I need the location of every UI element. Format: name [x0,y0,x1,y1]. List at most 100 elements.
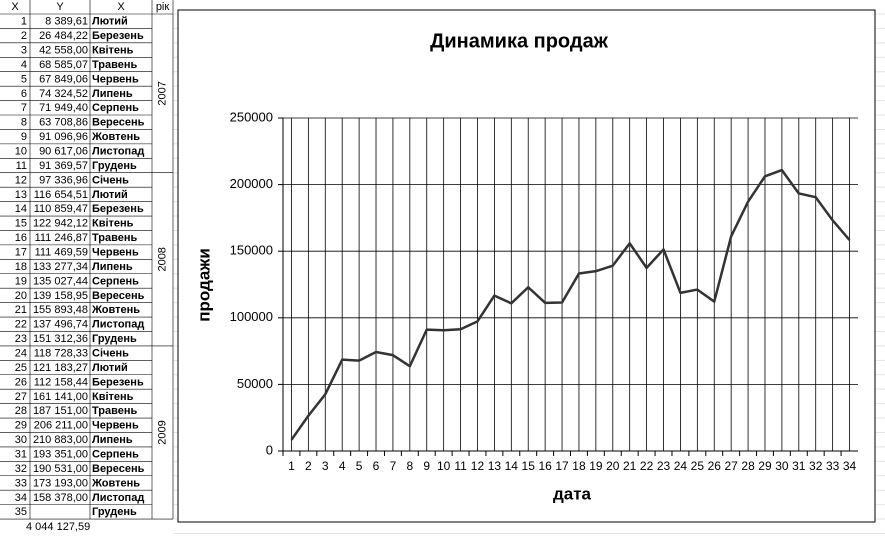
month-name: Червень [92,420,139,432]
sales-value: 135 027,44 [33,275,88,287]
chart: Динамика продаж продажи дата 0 50000 10000… [194,30,858,503]
row-index: 28 [15,405,27,417]
row-index: 4 [21,59,27,71]
month-name: Жовтень [91,304,140,316]
row-index: 18 [15,261,27,273]
sales-value: 68 585,07 [39,59,88,71]
row-index: 27 [15,391,27,403]
month-name: Лютий [92,189,128,201]
row-index: 15 [15,218,27,230]
row-index: 6 [21,88,27,100]
x-tick-label: 5 [356,459,363,473]
row-index: 33 [15,477,27,489]
sales-value: 206 211,00 [34,420,88,432]
row-index: 19 [15,275,27,287]
sales-value: 90 617,06 [39,145,88,157]
x-tick-label: 21 [623,459,637,473]
row-index: 11 [16,160,27,172]
row-index: 10 [15,145,27,157]
row-index: 30 [15,434,27,446]
sales-line [290,168,851,441]
month-name: Квітень [92,44,134,56]
x-tick-label: 27 [724,459,738,473]
sales-value: 193 351,00 [33,449,88,461]
sales-value: 63 708,86 [39,117,88,129]
x-tick-label: 8 [406,459,413,473]
sales-value: 116 654,51 [34,189,88,201]
x-tick-label: 12 [471,459,485,473]
x-tick-label: 6 [373,459,380,473]
sales-value: 161 141,00 [33,391,88,403]
sales-value: 190 531,00 [33,463,88,475]
month-name: Грудень [92,333,137,345]
row-index: 31 [15,449,27,461]
chart-title: Динамика продаж [430,30,609,52]
month-name: Липень [92,434,133,446]
y-tick-label: 250000 [230,109,273,124]
sales-value: 187 151,00 [33,405,88,417]
year-label: 2009 [156,420,168,444]
sales-value: 137 496,74 [33,319,88,331]
month-name: Липень [92,88,133,100]
x-tick-label: 17 [555,459,569,473]
month-name: Жовтень [91,131,140,143]
sales-value: 173 193,00 [33,477,88,489]
year-label: 2008 [156,247,168,271]
total-value: 4 044 127,59 [26,521,90,533]
row-index: 17 [15,247,27,259]
x-tick-label: 13 [488,459,502,473]
x-tick-label: 34 [843,459,857,473]
month-name: Жовтень [91,477,140,489]
sales-value: 42 558,00 [39,44,88,56]
sales-value: 122 942,12 [33,218,88,230]
x-tick-label: 4 [339,459,346,473]
month-name: Квітень [92,218,134,230]
header-cell: X [11,1,19,13]
x-tick-label: 10 [437,459,451,473]
x-tick-label: 2 [305,459,312,473]
sales-value: 110 859,47 [34,203,88,215]
row-index: 12 [15,174,27,186]
month-name: Червень [92,73,139,85]
sales-value: 97 336,96 [39,174,88,186]
row-index: 22 [15,319,27,331]
sales-value: 111 246,87 [35,232,88,244]
month-name: Березень [92,376,144,388]
sales-value: 91 096,96 [39,131,88,143]
month-name: Лютий [92,362,128,374]
month-name: Листопад [92,145,144,157]
x-tick-label: 19 [589,459,603,473]
row-index: 16 [15,232,27,244]
sales-value: 151 312,36 [33,333,88,345]
x-tick-label: 24 [674,459,688,473]
row-index: 2 [21,30,27,42]
sales-value: 139 158,95 [33,290,88,302]
month-name: Серпень [92,102,139,114]
row-index: 14 [15,203,27,215]
month-name: Грудень [92,160,137,172]
month-name: Травень [92,405,138,417]
x-tick-label: 22 [640,459,654,473]
sales-value: 71 949,40 [39,102,88,114]
row-index: 24 [15,348,27,360]
sales-value: 158 378,00 [33,492,88,504]
row-index: 29 [15,420,27,432]
row-index: 9 [21,131,27,143]
x-tick-label: 18 [572,459,586,473]
x-tick-label: 31 [792,459,806,473]
month-name: Липень [92,261,133,273]
x-tick-label: 14 [505,459,519,473]
x-tick-label: 20 [606,459,620,473]
month-name: Листопад [92,319,144,331]
month-name: Серпень [92,275,139,287]
y-tick-label: 50000 [237,376,273,391]
header-cell: X [117,1,125,13]
row-index: 13 [15,189,27,201]
sales-value: 155 893,48 [33,304,88,316]
month-name: Червень [92,247,139,259]
x-tick-label: 32 [809,459,823,473]
x-tick-label: 16 [538,459,552,473]
month-name: Листопад [92,492,144,504]
